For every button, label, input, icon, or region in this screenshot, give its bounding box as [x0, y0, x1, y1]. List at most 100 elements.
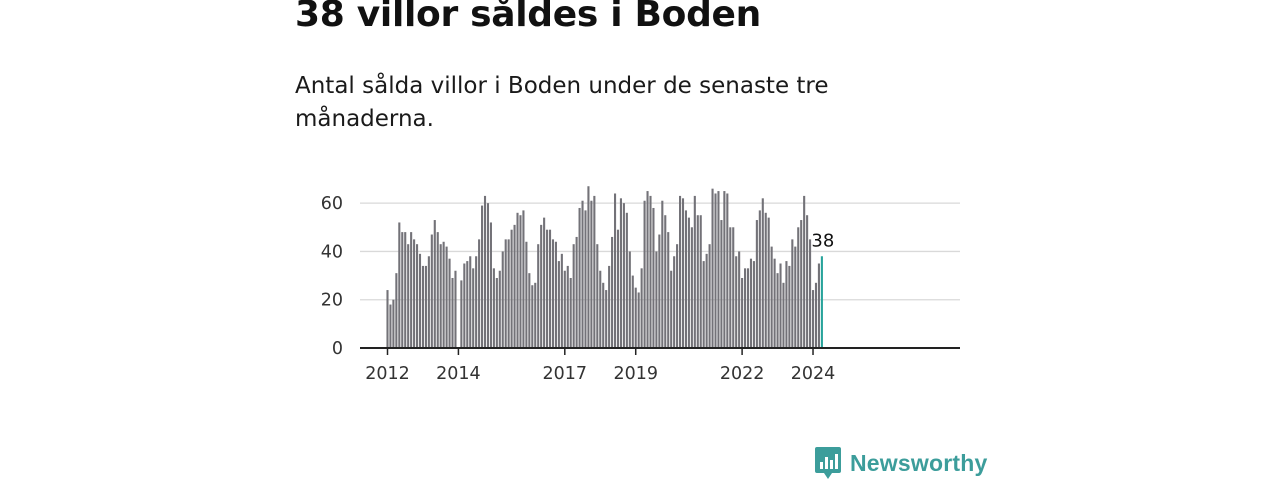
bar	[460, 280, 463, 348]
headline: 38 villor såldes i Boden	[295, 0, 762, 35]
bar	[605, 290, 608, 348]
bar	[466, 261, 469, 348]
bar	[557, 261, 560, 348]
bar	[531, 285, 534, 348]
bar	[800, 220, 803, 348]
bar	[430, 234, 433, 348]
bar	[738, 251, 741, 348]
bar	[537, 244, 540, 348]
bar	[548, 229, 552, 348]
bar	[752, 261, 755, 348]
bar	[416, 244, 419, 348]
labels: 0 20 40 60 2012 2014 2017 2019 2022 2024 38	[321, 194, 836, 384]
subtitle: Antal sålda villor i Boden under de sena…	[295, 73, 829, 132]
x-tick-label: 2014	[436, 364, 481, 384]
bar	[767, 217, 770, 348]
bar	[667, 232, 670, 348]
bar	[566, 265, 569, 348]
bar	[622, 203, 625, 348]
bar	[634, 287, 637, 348]
bar	[525, 241, 528, 348]
bar	[661, 200, 664, 348]
bar	[519, 215, 522, 348]
y-tick-label: 60	[321, 194, 343, 214]
bar	[483, 195, 487, 348]
bar	[410, 232, 413, 348]
bar	[773, 258, 776, 348]
bar	[593, 195, 596, 348]
bar	[702, 261, 705, 348]
bar	[398, 222, 401, 348]
bar	[590, 200, 593, 348]
bar	[554, 241, 557, 348]
bar	[599, 270, 602, 348]
bar	[744, 268, 747, 348]
bar	[418, 253, 422, 348]
bar	[817, 263, 820, 348]
bar	[690, 227, 693, 348]
bar	[726, 193, 729, 348]
bar	[699, 215, 702, 348]
bars	[386, 186, 823, 348]
bar	[463, 263, 466, 348]
bar	[640, 268, 643, 348]
bar	[693, 195, 696, 348]
bar	[776, 273, 779, 348]
bar	[469, 256, 472, 348]
x-tick-label: 2019	[613, 364, 658, 384]
bar	[534, 282, 537, 348]
bar	[794, 246, 797, 348]
bar	[448, 258, 451, 348]
bar	[572, 244, 575, 348]
bar	[596, 244, 599, 348]
bar	[495, 277, 498, 348]
bar	[424, 265, 427, 348]
bar	[761, 198, 764, 348]
bar	[413, 239, 416, 348]
x-tick-label: 2012	[365, 364, 410, 384]
bar	[670, 270, 673, 348]
bar	[442, 241, 445, 348]
newsworthy-logo: Newsworthy	[814, 446, 987, 480]
bar	[643, 200, 646, 348]
bar	[501, 251, 504, 348]
bar	[543, 217, 546, 348]
bar	[764, 212, 767, 348]
bar	[655, 251, 658, 348]
bar	[486, 203, 490, 348]
bar	[803, 195, 806, 348]
bar	[475, 256, 478, 348]
axes	[360, 347, 960, 355]
bar	[401, 232, 404, 348]
bar	[492, 268, 495, 348]
bar	[735, 256, 738, 348]
bar	[569, 277, 572, 348]
bar	[741, 277, 744, 348]
bar	[749, 258, 753, 348]
bar	[814, 282, 818, 348]
bar	[676, 244, 679, 348]
bar	[481, 205, 484, 348]
bar	[684, 210, 687, 348]
bar	[510, 229, 513, 348]
bar	[540, 224, 543, 348]
bar	[708, 244, 711, 348]
bar	[454, 270, 457, 348]
bar	[746, 268, 750, 348]
bar	[563, 270, 566, 348]
bar	[498, 270, 501, 348]
bar	[720, 220, 723, 348]
bar	[625, 212, 628, 348]
bar	[664, 215, 667, 348]
bar	[613, 193, 617, 348]
bar	[404, 232, 407, 348]
bar	[681, 198, 685, 348]
bar	[608, 265, 611, 348]
bar	[504, 239, 507, 348]
bar-highlight	[820, 256, 823, 348]
bar	[507, 239, 510, 348]
bar	[578, 207, 581, 348]
bar	[478, 239, 481, 348]
bar	[637, 292, 640, 348]
last-value-label: 38	[811, 230, 834, 251]
